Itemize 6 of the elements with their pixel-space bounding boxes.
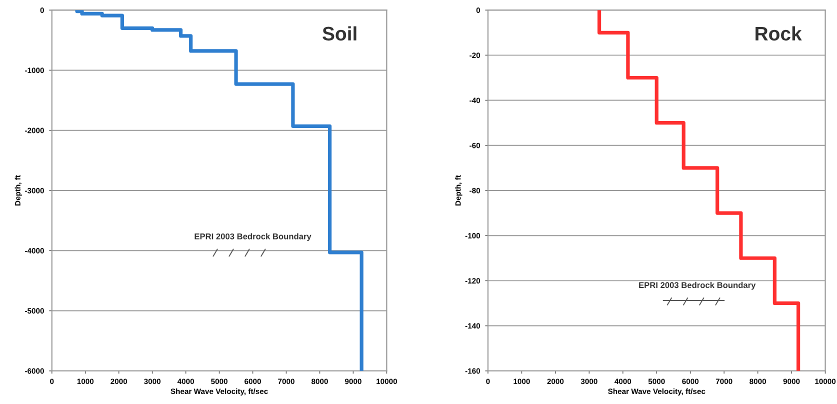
annotation: EPRI 2003 Bedrock Boundary	[639, 282, 756, 290]
line-series	[597, 10, 800, 371]
text: Rock	[756, 26, 802, 41]
annotation: EPRI 2003 Bedrock Boundary	[194, 233, 312, 241]
line-series	[75, 10, 364, 371]
text: Soil	[322, 26, 356, 41]
